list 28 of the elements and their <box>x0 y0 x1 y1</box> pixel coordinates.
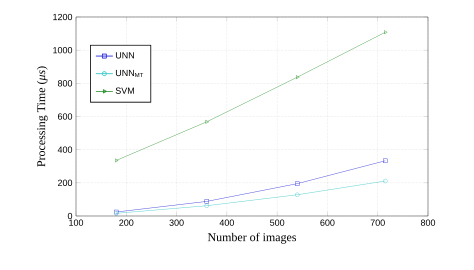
legend-label: UNN <box>116 52 134 58</box>
x-axis-title: Number of images <box>208 232 296 244</box>
y-tick-label: 0 <box>68 212 72 220</box>
x-tick-label: 700 <box>370 220 385 226</box>
point <box>295 181 300 186</box>
line-series <box>114 158 388 214</box>
point <box>204 199 209 204</box>
y-tick-label: 800 <box>58 80 72 87</box>
y-tick-label: 1200 <box>53 14 72 20</box>
y-tick-label: 1000 <box>53 46 72 54</box>
x-tick-label: 400 <box>220 220 234 226</box>
y-axis-title: Processing Time (μs) <box>36 66 48 167</box>
legend-label: UNN$_{MT}$ <box>116 70 144 78</box>
x-tick-label: 500 <box>270 220 284 226</box>
x-tick-label: 100 <box>69 220 84 226</box>
x-tick-label: 300 <box>169 220 184 226</box>
point <box>206 120 209 124</box>
y-tick-label: 400 <box>58 146 72 153</box>
x-tick-label: 800 <box>420 220 436 226</box>
point <box>204 204 209 208</box>
y-tick-label: 200 <box>58 180 72 186</box>
point <box>295 192 300 197</box>
point <box>296 75 300 80</box>
x-tick-label: 600 <box>320 220 335 226</box>
point <box>383 158 388 163</box>
legend-label: SVM <box>116 87 134 94</box>
y-tick-label: 600 <box>58 113 72 120</box>
x-tick-label: 200 <box>119 220 134 226</box>
